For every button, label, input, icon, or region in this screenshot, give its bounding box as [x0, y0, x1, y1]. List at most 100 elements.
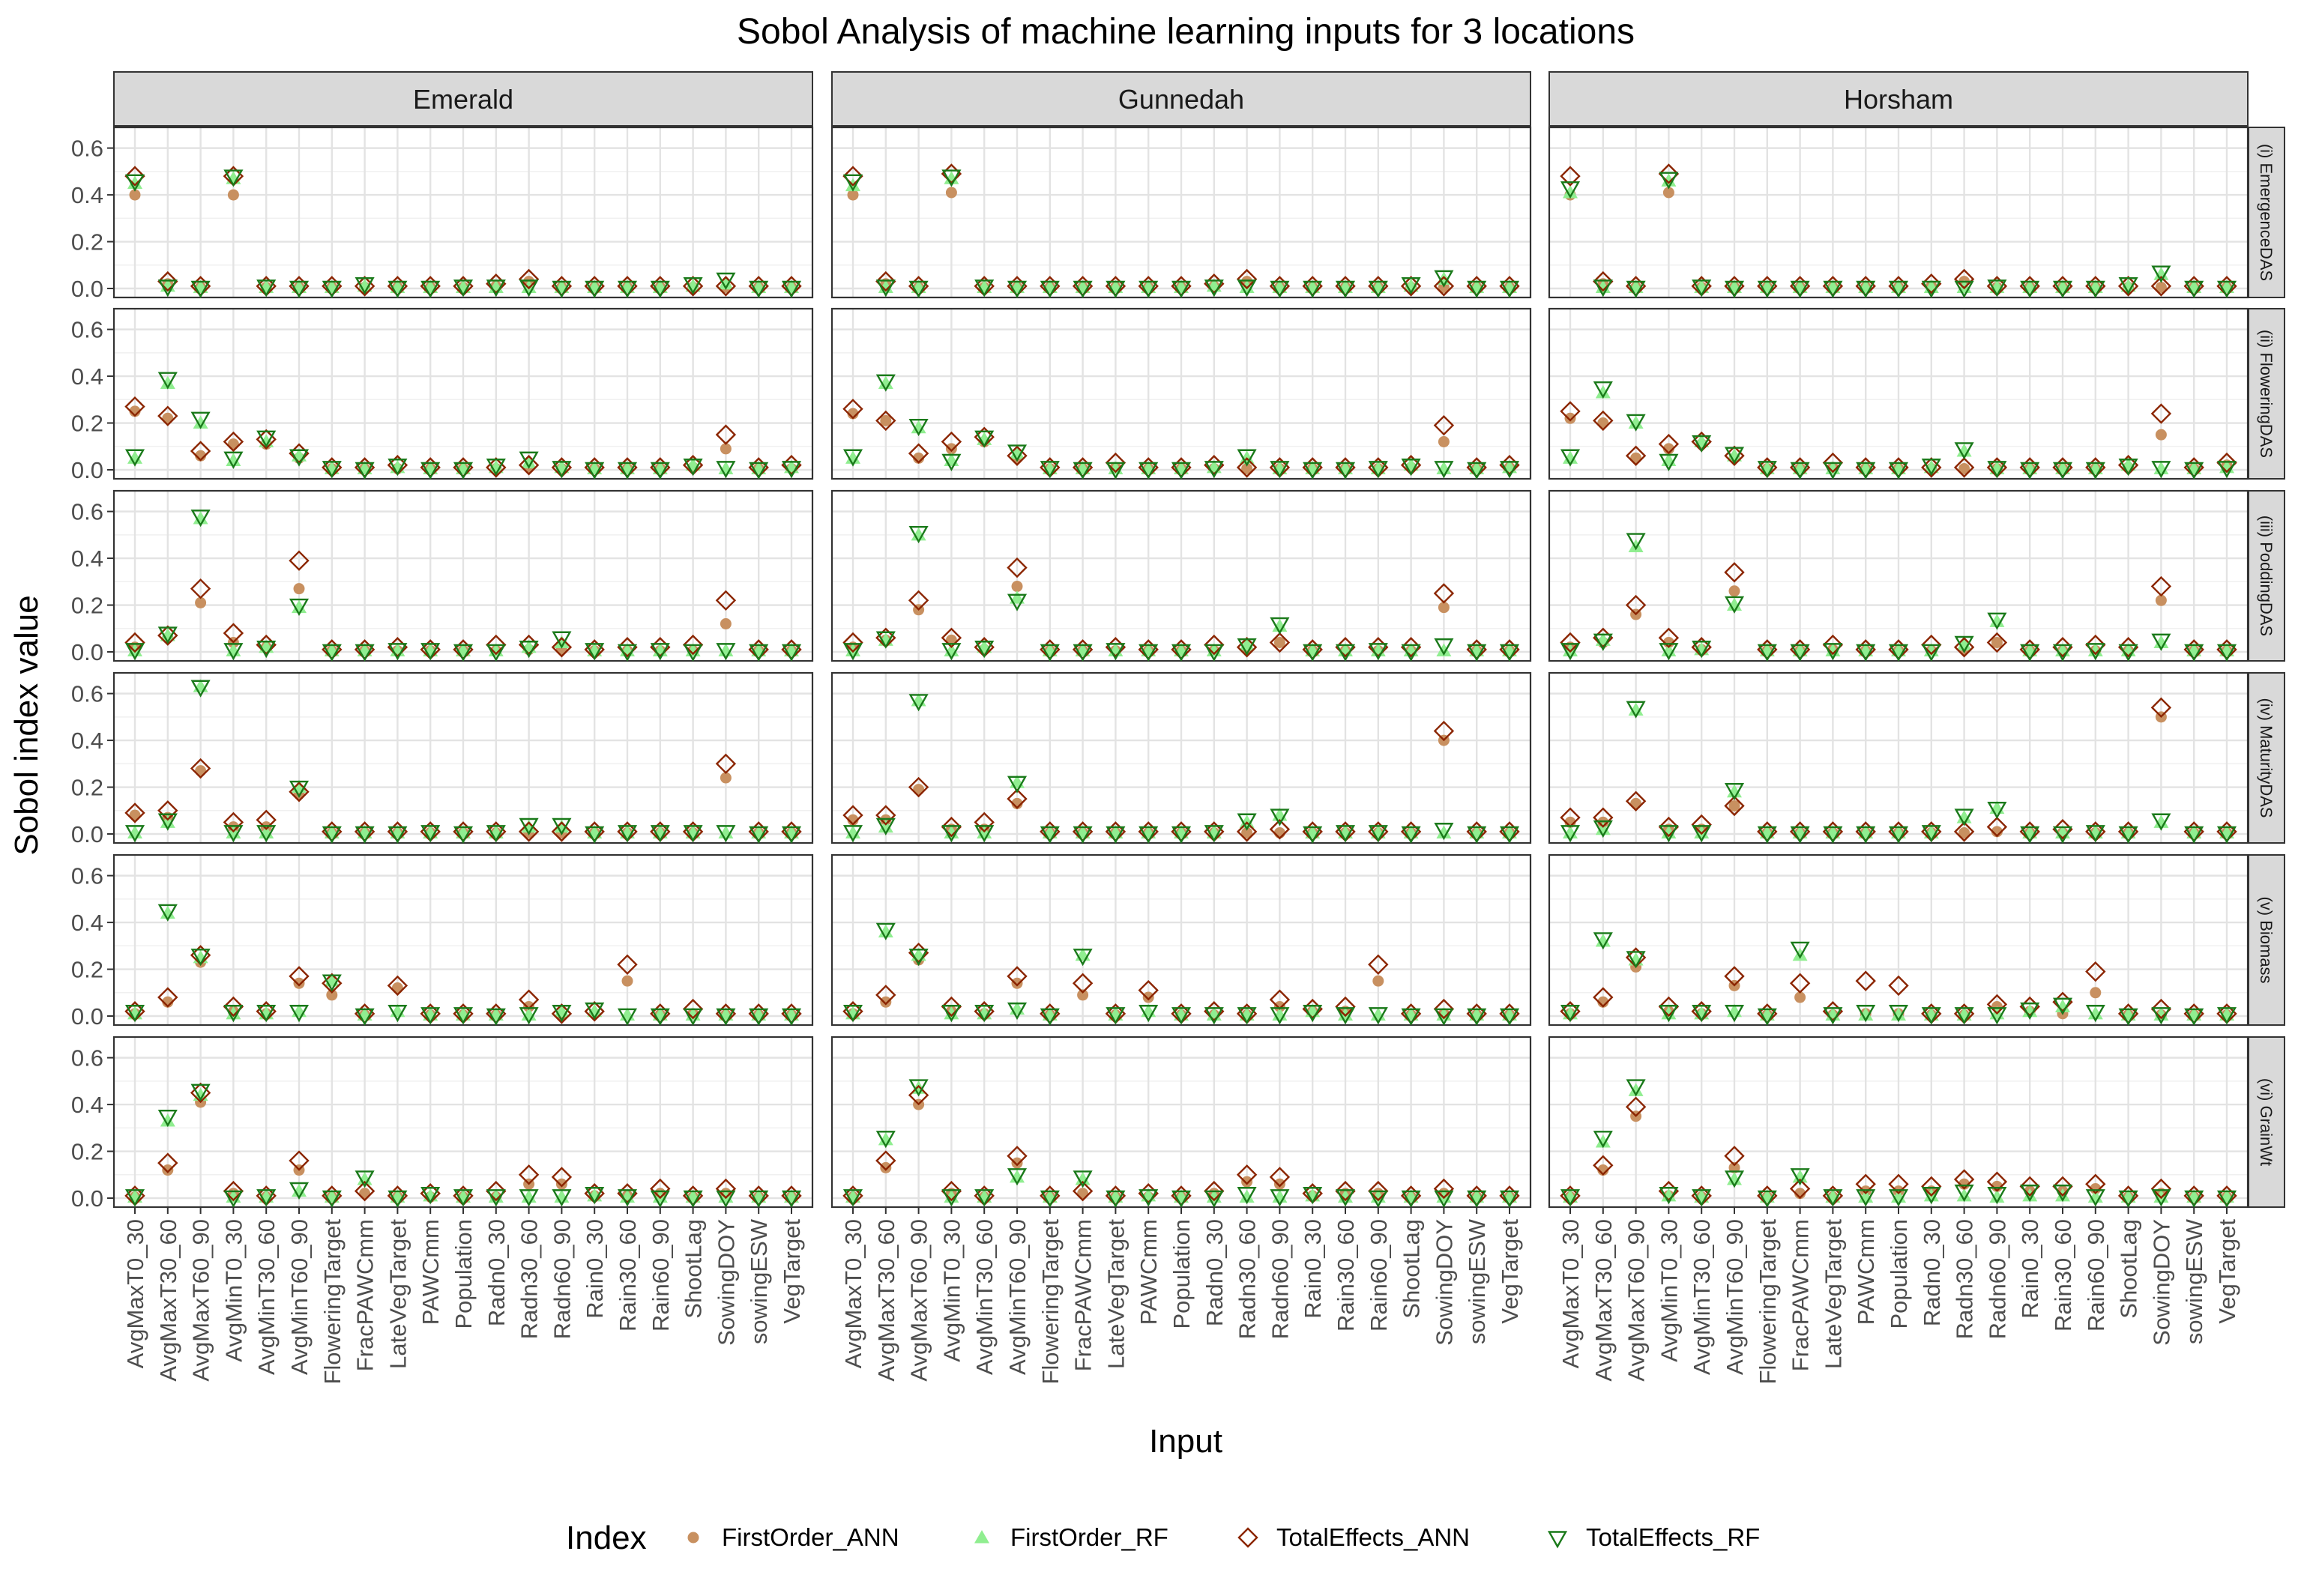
legend-item: TotalEffects_ANN	[1237, 1523, 1470, 1551]
data-point-firstorder-rf	[1956, 444, 1972, 457]
data-point-totaleffects-rf	[1593, 381, 1613, 399]
y-tick-label: 0.2	[71, 1139, 103, 1165]
data-point-totaleffects-rf	[1303, 1005, 1323, 1023]
data-point-firstorder-rf	[944, 171, 959, 184]
row-strip	[2248, 672, 2285, 844]
data-point-totaleffects-rf	[2118, 826, 2138, 844]
data-point-totaleffects-ann	[1625, 1096, 1647, 1117]
data-point-totaleffects-rf	[941, 1005, 962, 1023]
data-point-totaleffects-rf	[1499, 644, 1520, 662]
data-point-totaleffects-ann	[190, 758, 211, 779]
data-point-firstorder-rf	[1595, 821, 1611, 835]
data-point-totaleffects-rf	[420, 1007, 441, 1025]
data-point-totaleffects-ann	[1625, 791, 1647, 811]
data-point-totaleffects-rf	[1593, 932, 1613, 950]
data-point-firstorder-rf	[1010, 590, 1025, 604]
column-strip	[1548, 71, 2249, 127]
data-point-totaleffects-rf	[1434, 823, 1454, 841]
data-point-totaleffects-rf	[585, 1002, 605, 1021]
data-point-firstorder-rf	[1858, 1007, 1874, 1021]
data-point-totaleffects-rf	[552, 1005, 572, 1023]
data-point-totaleffects-rf	[1987, 461, 2007, 479]
data-point-totaleffects-rf	[1139, 826, 1159, 844]
data-point-totaleffects-ann	[1236, 268, 1258, 290]
data-point-totaleffects-ann	[1921, 1176, 1942, 1197]
data-point-totaleffects-rf	[420, 825, 441, 843]
data-point-totaleffects-ann	[518, 1164, 540, 1185]
data-point-totaleffects-rf	[2052, 826, 2073, 844]
column-strip	[831, 71, 1531, 127]
data-point-totaleffects-rf	[519, 641, 539, 659]
data-point-totaleffects-rf	[519, 451, 539, 469]
data-point-totaleffects-rf	[749, 1008, 769, 1026]
data-point-totaleffects-rf	[2216, 1190, 2237, 1208]
data-point-totaleffects-ann	[518, 455, 540, 476]
data-point-totaleffects-ann	[1724, 966, 1745, 987]
data-point-firstorder-rf	[160, 375, 175, 389]
data-point-totaleffects-rf	[1921, 1007, 1941, 1025]
x-tick-label: AvgMaxT30_60	[1590, 1219, 1617, 1382]
data-point-totaleffects-rf	[486, 825, 506, 843]
data-point-totaleffects-rf	[2184, 644, 2204, 662]
x-tick-label: PAWCmm	[1136, 1219, 1162, 1325]
data-point-totaleffects-rf	[1434, 1190, 1454, 1208]
data-point-totaleffects-rf	[1007, 593, 1028, 611]
data-point-totaleffects-rf	[2085, 643, 2105, 661]
data-point-totaleffects-rf	[256, 825, 277, 843]
data-point-totaleffects-rf	[124, 449, 145, 467]
data-point-totaleffects-ann	[2150, 998, 2172, 1020]
data-point-firstorder-rf	[878, 924, 893, 938]
data-point-totaleffects-rf	[2085, 1005, 2105, 1023]
x-tick-label: VegTarget	[2214, 1219, 2240, 1324]
y-tick-label: 0.2	[71, 411, 103, 437]
data-point-totaleffects-rf	[387, 1005, 408, 1023]
data-point-totaleffects-rf	[650, 825, 670, 843]
data-point-totaleffects-rf	[2085, 1189, 2105, 1207]
x-tick-label: AvgMinT60_90	[1722, 1219, 1748, 1375]
data-point-totaleffects-rf	[875, 817, 896, 835]
data-point-totaleffects-rf	[1954, 635, 1974, 653]
data-point-firstorder-rf	[2153, 267, 2169, 280]
x-tick-label: FloweringTarget	[1755, 1219, 1781, 1385]
data-point-totaleffects-rf	[1237, 638, 1257, 656]
data-point-firstorder-rf	[685, 278, 701, 292]
x-tick-label: LateVegTarget	[1103, 1219, 1129, 1369]
data-point-totaleffects-rf	[1368, 643, 1388, 661]
data-point-firstorder-rf	[1923, 459, 1939, 474]
x-tick-label: VegTarget	[1497, 1219, 1523, 1324]
data-point-totaleffects-rf	[781, 1008, 802, 1026]
data-point-totaleffects-rf	[1757, 1008, 1777, 1026]
data-point-totaleffects-rf	[420, 643, 441, 661]
data-point-totaleffects-ann	[1855, 970, 1876, 991]
data-point-totaleffects-rf	[908, 526, 929, 544]
data-point-totaleffects-rf	[1401, 277, 1421, 295]
data-point-totaleffects-rf	[1204, 279, 1224, 297]
data-point-totaleffects-rf	[322, 461, 342, 479]
data-point-firstorder-rf	[1239, 814, 1255, 828]
y-tick-label: 0.2	[71, 775, 103, 801]
data-point-totaleffects-rf	[2020, 826, 2040, 844]
data-point-totaleffects-rf	[453, 826, 474, 844]
data-point-firstorder-rf	[1595, 934, 1611, 947]
data-point-firstorder-rf	[1563, 450, 1578, 464]
data-point-totaleffects-rf	[1987, 279, 2007, 297]
data-point-totaleffects-rf	[2020, 644, 2040, 662]
data-point-totaleffects-rf	[1790, 941, 1810, 959]
data-point-totaleffects-rf	[781, 644, 802, 662]
data-point-totaleffects-rf	[2020, 462, 2040, 480]
x-tick-label: SowingDOY	[2148, 1219, 2174, 1346]
x-tick-label: LateVegTarget	[384, 1219, 411, 1369]
data-point-totaleffects-rf	[1921, 1187, 1941, 1205]
data-point-firstorder-rf	[1628, 1083, 1644, 1096]
data-point-totaleffects-rf	[1659, 453, 1679, 471]
data-point-firstorder-rf	[1628, 702, 1644, 716]
data-point-totaleffects-ann	[1986, 632, 2008, 653]
x-tick-label: Rain0_30	[2017, 1219, 2043, 1319]
data-point-firstorder-rf	[193, 415, 208, 429]
data-point-totaleffects-rf	[420, 280, 441, 298]
data-point-totaleffects-rf	[420, 462, 441, 480]
data-point-firstorder-ann	[1662, 443, 1674, 455]
data-point-totaleffects-ann	[256, 809, 277, 830]
data-point-totaleffects-rf	[256, 1189, 277, 1207]
data-point-totaleffects-rf	[1560, 1005, 1581, 1023]
